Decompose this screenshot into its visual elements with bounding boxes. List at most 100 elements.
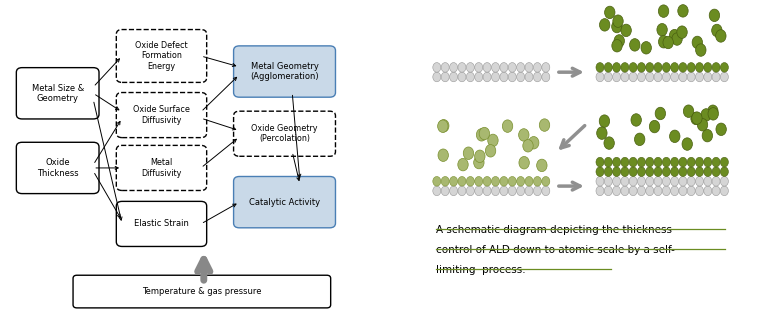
Ellipse shape — [438, 119, 449, 132]
Ellipse shape — [712, 72, 720, 82]
Ellipse shape — [474, 186, 483, 196]
Ellipse shape — [613, 63, 621, 72]
Ellipse shape — [671, 157, 678, 167]
Ellipse shape — [433, 177, 441, 186]
Ellipse shape — [517, 63, 524, 72]
Text: Oxide
Thickness: Oxide Thickness — [37, 158, 78, 178]
Ellipse shape — [596, 157, 604, 167]
Ellipse shape — [721, 72, 728, 82]
Ellipse shape — [485, 145, 496, 157]
Ellipse shape — [604, 72, 612, 82]
Ellipse shape — [634, 133, 645, 146]
FancyBboxPatch shape — [234, 46, 335, 97]
Ellipse shape — [657, 24, 667, 36]
Ellipse shape — [679, 177, 687, 186]
Ellipse shape — [671, 186, 678, 196]
Ellipse shape — [629, 63, 638, 72]
Ellipse shape — [646, 63, 654, 72]
Ellipse shape — [662, 72, 671, 82]
Ellipse shape — [479, 127, 490, 140]
FancyBboxPatch shape — [234, 177, 335, 228]
Ellipse shape — [704, 63, 712, 72]
Text: Metal
Diffusivity: Metal Diffusivity — [141, 158, 181, 178]
Ellipse shape — [704, 186, 712, 196]
Ellipse shape — [677, 26, 687, 38]
Ellipse shape — [614, 35, 624, 47]
Ellipse shape — [474, 156, 484, 169]
Ellipse shape — [613, 72, 621, 82]
Ellipse shape — [621, 63, 629, 72]
Ellipse shape — [458, 158, 468, 171]
Ellipse shape — [458, 177, 466, 186]
Ellipse shape — [483, 72, 491, 82]
Ellipse shape — [441, 177, 449, 186]
Ellipse shape — [621, 157, 629, 167]
Ellipse shape — [500, 177, 508, 186]
Ellipse shape — [600, 19, 610, 31]
Ellipse shape — [721, 63, 728, 72]
Ellipse shape — [662, 177, 671, 186]
Ellipse shape — [542, 186, 550, 196]
Ellipse shape — [458, 63, 466, 72]
Ellipse shape — [517, 186, 524, 196]
Ellipse shape — [712, 186, 720, 196]
Ellipse shape — [621, 72, 629, 82]
Ellipse shape — [704, 157, 712, 167]
Ellipse shape — [695, 63, 704, 72]
Ellipse shape — [687, 177, 695, 186]
Ellipse shape — [441, 186, 449, 196]
Ellipse shape — [671, 177, 678, 186]
Text: limiting  process.: limiting process. — [436, 265, 525, 275]
Ellipse shape — [704, 167, 712, 177]
Ellipse shape — [466, 72, 474, 82]
Ellipse shape — [458, 72, 466, 82]
Ellipse shape — [500, 72, 508, 82]
Ellipse shape — [611, 20, 622, 33]
Ellipse shape — [450, 186, 458, 196]
Ellipse shape — [621, 186, 629, 196]
Ellipse shape — [517, 72, 524, 82]
Ellipse shape — [671, 72, 678, 82]
Ellipse shape — [671, 63, 678, 72]
Ellipse shape — [613, 186, 621, 196]
Ellipse shape — [613, 15, 623, 27]
Ellipse shape — [596, 72, 604, 82]
Ellipse shape — [709, 9, 720, 21]
Ellipse shape — [716, 30, 726, 42]
Ellipse shape — [604, 167, 612, 177]
Ellipse shape — [646, 72, 654, 82]
Ellipse shape — [687, 72, 695, 82]
Ellipse shape — [508, 72, 516, 82]
Ellipse shape — [662, 186, 671, 196]
Ellipse shape — [654, 186, 662, 196]
Ellipse shape — [629, 177, 638, 186]
Ellipse shape — [670, 130, 680, 142]
Ellipse shape — [542, 63, 550, 72]
Text: A schematic diagram depicting the thickness: A schematic diagram depicting the thickn… — [436, 225, 672, 235]
Ellipse shape — [450, 72, 458, 82]
Ellipse shape — [687, 167, 695, 177]
FancyBboxPatch shape — [16, 142, 99, 193]
Ellipse shape — [691, 112, 701, 125]
Ellipse shape — [677, 5, 688, 17]
Ellipse shape — [523, 140, 533, 152]
Ellipse shape — [708, 108, 718, 120]
Ellipse shape — [658, 35, 669, 48]
Ellipse shape — [466, 186, 474, 196]
Ellipse shape — [474, 177, 483, 186]
Ellipse shape — [491, 72, 500, 82]
Ellipse shape — [654, 72, 662, 82]
Ellipse shape — [604, 6, 615, 19]
Ellipse shape — [596, 167, 604, 177]
Ellipse shape — [441, 63, 449, 72]
Ellipse shape — [716, 123, 727, 136]
Ellipse shape — [691, 112, 702, 124]
Ellipse shape — [596, 177, 604, 186]
Ellipse shape — [534, 72, 541, 82]
Ellipse shape — [654, 167, 662, 177]
Ellipse shape — [483, 177, 491, 186]
Ellipse shape — [629, 167, 638, 177]
Ellipse shape — [695, 72, 704, 82]
Ellipse shape — [704, 177, 712, 186]
Text: Elastic Strain: Elastic Strain — [134, 220, 189, 228]
